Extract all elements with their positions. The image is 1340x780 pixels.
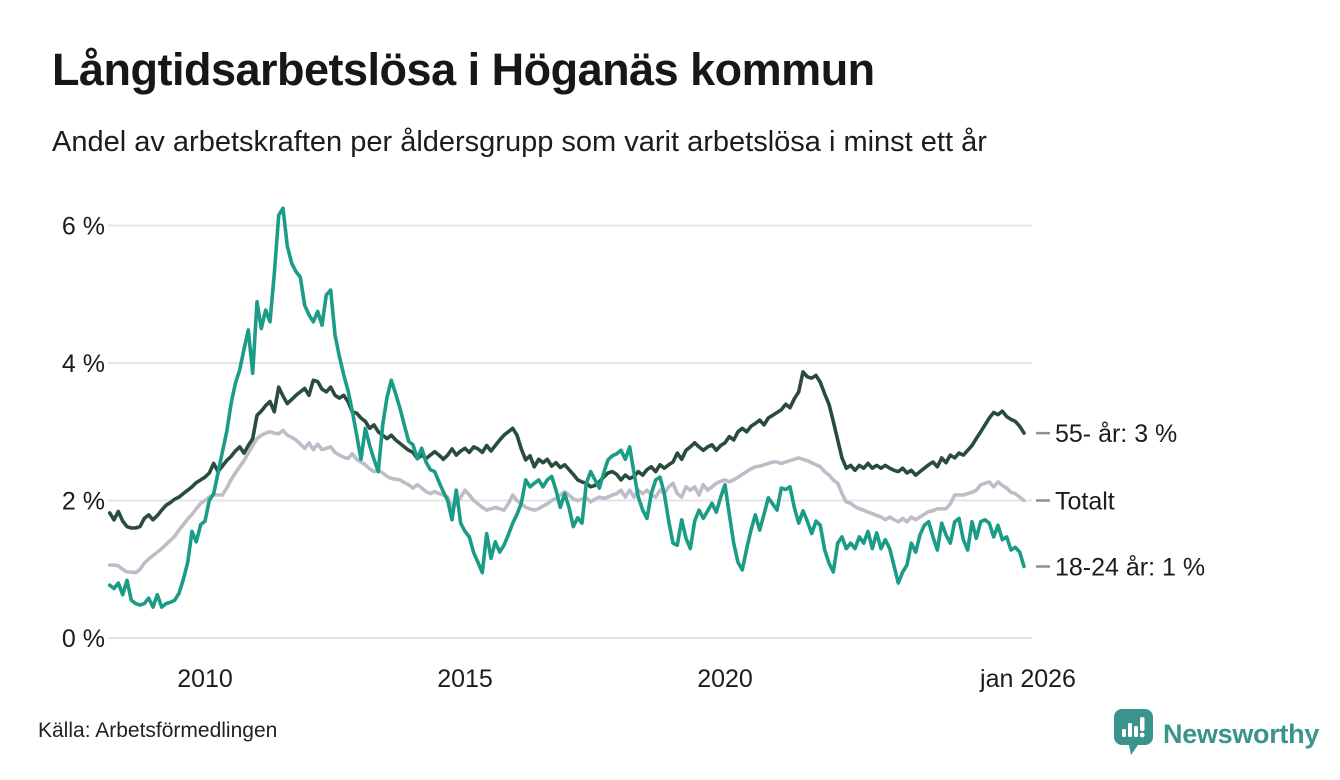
newsworthy-wordmark: Newsworthy — [1163, 719, 1320, 749]
series-end-label-18-24-ar: 18-24 år: 1 % — [1055, 554, 1205, 582]
y-axis-label: 6 % — [62, 213, 105, 241]
series-end-label-55-ar: 55- år: 3 % — [1055, 420, 1177, 448]
series-line-totalt — [107, 428, 1026, 575]
newsworthy-badge-icon — [1113, 708, 1154, 761]
y-axis-label: 2 % — [62, 488, 105, 516]
x-axis-label: 2015 — [437, 665, 493, 693]
x-axis-label: jan 2026 — [979, 665, 1076, 693]
series-end-label-totalt: Totalt — [1055, 488, 1115, 516]
series-line-18-24-ar — [107, 206, 1026, 609]
newsworthy-logo[interactable]: Newsworthy — [1113, 708, 1319, 761]
source-note: Källa: Arbetsförmedlingen — [38, 719, 278, 742]
y-axis-label: 0 % — [62, 625, 105, 653]
x-axis-label: 2010 — [177, 665, 233, 693]
page-subtitle: Andel av arbetskraften per åldersgrupp s… — [52, 126, 987, 158]
y-axis-label: 4 % — [62, 350, 105, 378]
x-axis-label: 2020 — [697, 665, 753, 693]
page-title: Långtidsarbetslösa i Höganäs kommun — [52, 44, 875, 95]
series-line-55-ar — [107, 370, 1026, 530]
